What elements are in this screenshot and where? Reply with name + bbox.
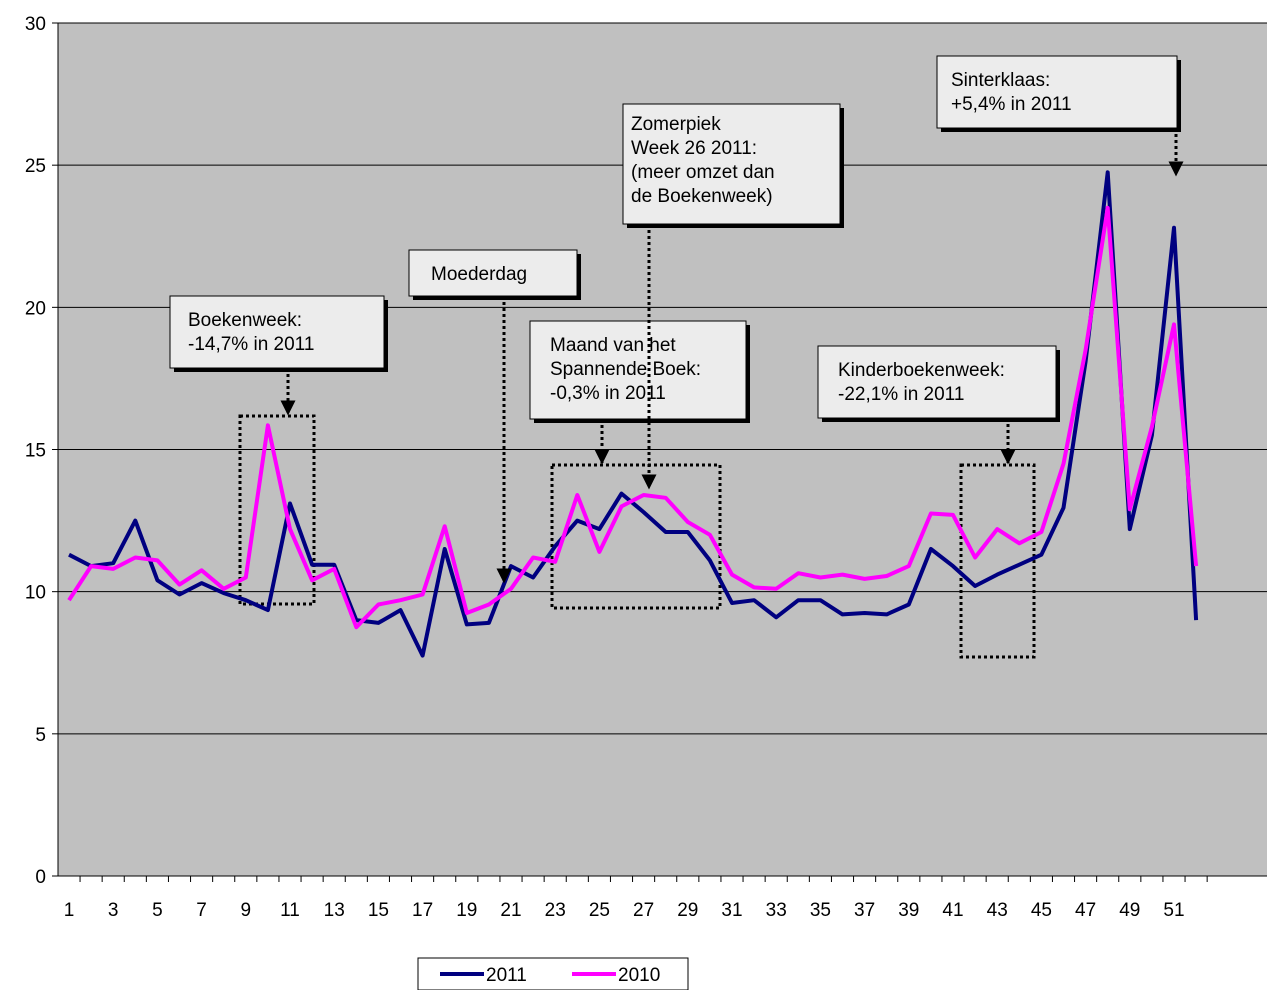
x-tick-label: 51 <box>1163 900 1184 921</box>
x-tick-label: 25 <box>589 900 610 921</box>
x-tick-label: 13 <box>324 900 345 921</box>
annotation-text-spannende-boek: Spannende Boek: <box>550 359 701 380</box>
x-tick-label: 43 <box>987 900 1008 921</box>
y-tick-label: 5 <box>35 725 46 746</box>
highlight-box-boekenweek <box>238 414 316 606</box>
annotation-box-moederdag <box>408 249 578 297</box>
annotation-text-spannende-boek: Maand van het <box>550 335 676 356</box>
x-tick-label: 17 <box>412 900 433 921</box>
annotation-text-boekenweek: -14,7% in 2011 <box>188 334 314 355</box>
x-tick-label: 29 <box>677 900 698 921</box>
x-tick-label: 11 <box>280 900 300 921</box>
annotation-text-spannende-boek: -0,3% in 2011 <box>550 383 666 404</box>
annotation-text-zomerpiek: de Boekenweek) <box>631 186 773 207</box>
x-tick-label: 19 <box>456 900 477 921</box>
x-tick-label: 15 <box>368 900 389 921</box>
x-tick-label: 23 <box>545 900 566 921</box>
x-tick-label: 27 <box>633 900 654 921</box>
annotation-text-sinterklaas: +5,4% in 2011 <box>951 94 1072 115</box>
x-tick-label: 5 <box>152 900 163 921</box>
annotation-text-zomerpiek: Week 26 2011: <box>631 138 757 159</box>
x-tick-label: 9 <box>241 900 252 921</box>
y-tick-label: 25 <box>25 156 46 177</box>
annotation-box-zomerpiek <box>622 103 841 225</box>
x-tick-label: 3 <box>108 900 119 921</box>
y-tick-label: 30 <box>25 14 46 35</box>
annotation-box-sinterklaas <box>936 55 1178 129</box>
annotation-text-zomerpiek: Zomerpiek <box>631 114 721 135</box>
x-tick-label: 21 <box>500 900 521 921</box>
y-tick-label: 10 <box>25 583 46 604</box>
x-tick-label: 45 <box>1031 900 1052 921</box>
x-tick-label: 1 <box>64 900 75 921</box>
y-tick-label: 0 <box>35 867 46 888</box>
annotation-box-spannende-boek <box>529 320 747 420</box>
x-tick-label: 37 <box>854 900 875 921</box>
x-tick-label: 39 <box>898 900 919 921</box>
legend-label-2011: 2011 <box>486 965 527 986</box>
x-tick-label: 33 <box>766 900 787 921</box>
legend-label-2010: 2010 <box>618 965 660 986</box>
y-tick-label: 15 <box>25 441 46 462</box>
annotation-box-kinderboekenweek <box>817 345 1057 419</box>
x-tick-label: 7 <box>196 900 207 921</box>
annotation-text-kinderboekenweek: Kinderboekenweek: <box>838 360 1005 381</box>
annotation-text-sinterklaas: Sinterklaas: <box>951 70 1050 91</box>
highlight-box-kinderboekenweek <box>959 463 1036 659</box>
series-line-2010 <box>67 205 1199 630</box>
annotation-text-moederdag: Moederdag <box>431 264 527 285</box>
annotation-box-boekenweek <box>169 295 385 369</box>
x-tick-label: 35 <box>810 900 831 921</box>
annotation-text-kinderboekenweek: -22,1% in 2011 <box>838 384 964 405</box>
x-tick-label: 31 <box>721 900 742 921</box>
annotation-text-zomerpiek: (meer omzet dan <box>631 162 775 183</box>
x-tick-label: 47 <box>1075 900 1096 921</box>
y-tick-label: 20 <box>25 298 46 319</box>
x-tick-label: 49 <box>1119 900 1140 921</box>
annotation-text-boekenweek: Boekenweek: <box>188 310 302 331</box>
x-tick-label: 41 <box>942 900 963 921</box>
highlight-box-spannende-boek <box>550 463 722 610</box>
